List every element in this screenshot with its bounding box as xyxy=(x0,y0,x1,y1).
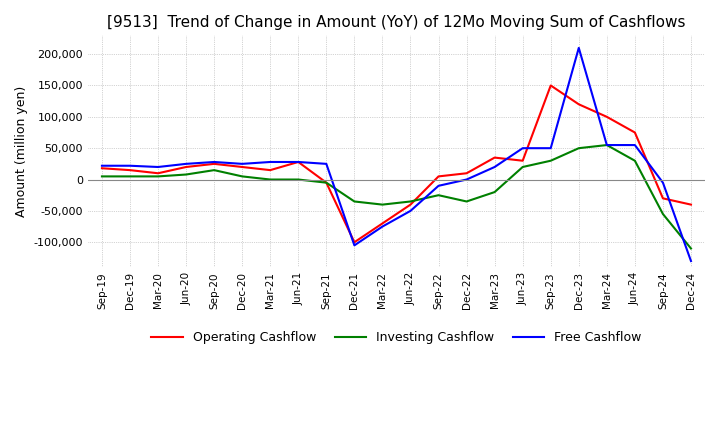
Investing Cashflow xyxy=(575,146,583,151)
Operating Cashflow xyxy=(181,165,190,170)
Free Cashflow xyxy=(210,159,218,165)
Operating Cashflow xyxy=(575,102,583,107)
Free Cashflow xyxy=(631,143,639,148)
Free Cashflow xyxy=(98,163,107,169)
Investing Cashflow xyxy=(687,246,696,251)
Title: [9513]  Trend of Change in Amount (YoY) of 12Mo Moving Sum of Cashflows: [9513] Trend of Change in Amount (YoY) o… xyxy=(107,15,685,30)
Operating Cashflow xyxy=(350,240,359,245)
Investing Cashflow xyxy=(631,158,639,163)
Free Cashflow xyxy=(575,45,583,51)
Free Cashflow xyxy=(153,165,162,170)
Operating Cashflow xyxy=(378,221,387,226)
Free Cashflow xyxy=(687,258,696,264)
Operating Cashflow xyxy=(98,165,107,171)
Operating Cashflow xyxy=(238,165,246,170)
Free Cashflow xyxy=(518,146,527,151)
Operating Cashflow xyxy=(406,202,415,207)
Line: Operating Cashflow: Operating Cashflow xyxy=(102,85,691,242)
Operating Cashflow xyxy=(490,155,499,160)
Free Cashflow xyxy=(350,243,359,248)
Operating Cashflow xyxy=(631,130,639,135)
Free Cashflow xyxy=(406,208,415,213)
Investing Cashflow xyxy=(603,143,611,148)
Operating Cashflow xyxy=(687,202,696,207)
Free Cashflow xyxy=(294,159,302,165)
Investing Cashflow xyxy=(210,168,218,173)
Operating Cashflow xyxy=(126,168,135,173)
Line: Free Cashflow: Free Cashflow xyxy=(102,48,691,261)
Free Cashflow xyxy=(322,161,330,166)
Free Cashflow xyxy=(126,163,135,169)
Investing Cashflow xyxy=(350,199,359,204)
Operating Cashflow xyxy=(659,196,667,201)
Investing Cashflow xyxy=(126,174,135,179)
Investing Cashflow xyxy=(153,174,162,179)
Operating Cashflow xyxy=(546,83,555,88)
Investing Cashflow xyxy=(406,199,415,204)
Investing Cashflow xyxy=(294,177,302,182)
Investing Cashflow xyxy=(462,199,471,204)
Free Cashflow xyxy=(659,180,667,185)
Investing Cashflow xyxy=(518,165,527,170)
Free Cashflow xyxy=(490,165,499,170)
Free Cashflow xyxy=(603,143,611,148)
Investing Cashflow xyxy=(659,211,667,216)
Operating Cashflow xyxy=(210,161,218,166)
Line: Investing Cashflow: Investing Cashflow xyxy=(102,145,691,249)
Free Cashflow xyxy=(546,146,555,151)
Investing Cashflow xyxy=(378,202,387,207)
Operating Cashflow xyxy=(434,174,443,179)
Operating Cashflow xyxy=(603,114,611,120)
Free Cashflow xyxy=(181,161,190,166)
Y-axis label: Amount (million yen): Amount (million yen) xyxy=(15,86,28,217)
Operating Cashflow xyxy=(294,159,302,165)
Free Cashflow xyxy=(238,161,246,166)
Investing Cashflow xyxy=(434,193,443,198)
Investing Cashflow xyxy=(181,172,190,177)
Free Cashflow xyxy=(266,159,274,165)
Operating Cashflow xyxy=(322,180,330,185)
Investing Cashflow xyxy=(322,180,330,185)
Free Cashflow xyxy=(434,183,443,188)
Legend: Operating Cashflow, Investing Cashflow, Free Cashflow: Operating Cashflow, Investing Cashflow, … xyxy=(146,326,647,349)
Operating Cashflow xyxy=(462,171,471,176)
Investing Cashflow xyxy=(546,158,555,163)
Free Cashflow xyxy=(462,177,471,182)
Investing Cashflow xyxy=(238,174,246,179)
Operating Cashflow xyxy=(518,158,527,163)
Investing Cashflow xyxy=(490,190,499,195)
Investing Cashflow xyxy=(266,177,274,182)
Free Cashflow xyxy=(378,224,387,229)
Operating Cashflow xyxy=(153,171,162,176)
Operating Cashflow xyxy=(266,168,274,173)
Investing Cashflow xyxy=(98,174,107,179)
